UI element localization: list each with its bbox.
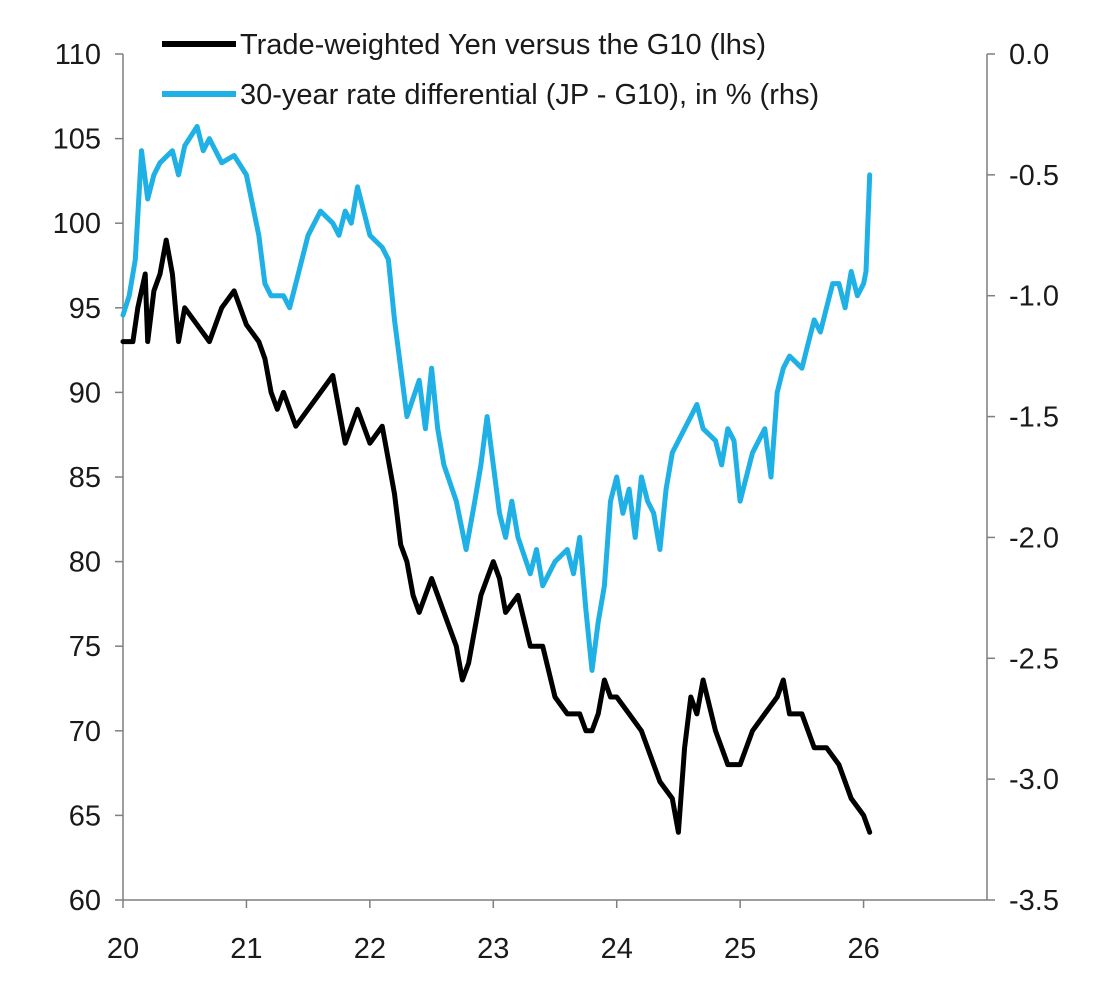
y-left-tick-label: 60: [69, 885, 101, 917]
y-right-tick-label: -2.5: [1009, 643, 1059, 675]
series-line-yen: [120, 237, 873, 835]
y-right-tick-label: -1.5: [1009, 402, 1059, 434]
y-axis-right: -3.5 -3.0 -2.5 -2.0 -1.5 -1.0 -0.5 0.0: [987, 39, 1059, 917]
y-right-tick-label: -2.0: [1009, 522, 1059, 554]
x-tick-label: 23: [477, 933, 509, 965]
y-left-tick-label: 90: [69, 377, 101, 409]
x-tick-label: 21: [230, 933, 262, 965]
x-tick-label: 22: [354, 933, 386, 965]
y-right-tick-label: -1.0: [1009, 281, 1059, 313]
series-line-rate-diff: [120, 124, 873, 673]
x-tick-label: 24: [601, 933, 633, 965]
y-left-tick-label: 80: [69, 547, 101, 579]
legend-label-yen: Trade-weighted Yen versus the G10 (lhs): [240, 29, 766, 61]
series-layer: [120, 124, 873, 835]
legend-label-rate-diff: 30-year rate differential (JP - G10), in…: [240, 79, 819, 111]
y-left-tick-label: 85: [69, 462, 101, 494]
y-right-tick-label: -3.0: [1009, 764, 1059, 796]
plot-frame: [122, 54, 988, 901]
y-left-tick-label: 75: [69, 631, 101, 663]
legend: Trade-weighted Yen versus the G10 (lhs) …: [162, 29, 819, 111]
y-left-tick-label: 65: [69, 800, 101, 832]
y-right-tick-label: -3.5: [1009, 885, 1059, 917]
y-left-tick-label: 70: [69, 716, 101, 748]
y-left-tick-label: 100: [53, 208, 101, 240]
y-left-tick-label: 95: [69, 293, 101, 325]
x-tick-label: 26: [847, 933, 879, 965]
y-right-tick-label: -0.5: [1009, 160, 1059, 192]
y-axis-left: 60 65 70 75 80 85 90 95 100 105 110: [53, 39, 123, 917]
x-axis: 20 21 22 23 24 25 26: [107, 900, 880, 965]
y-left-tick-label: 105: [53, 124, 101, 156]
y-left-tick-label: 110: [55, 39, 101, 71]
x-tick-label: 20: [107, 933, 139, 965]
x-tick-label: 25: [724, 933, 756, 965]
y-right-tick-label: 0.0: [1009, 39, 1049, 71]
